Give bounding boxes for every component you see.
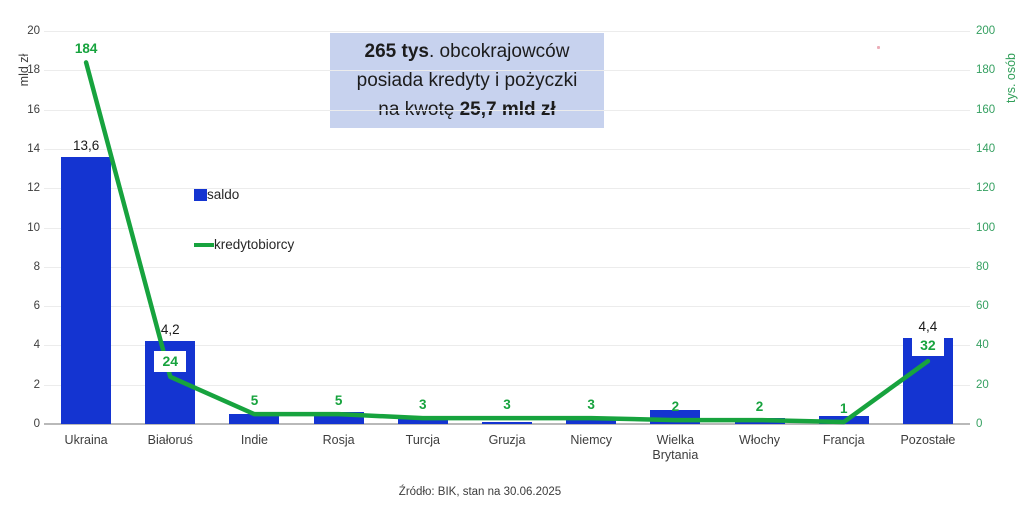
right-axis-tick: 100 (976, 221, 996, 234)
right-axis-tick: 140 (976, 142, 996, 155)
category-label: Turcja (405, 433, 440, 447)
right-axis-tick: 40 (976, 339, 989, 352)
right-axis-tick: 20 (976, 378, 989, 391)
saldo-swatch-icon (194, 188, 207, 201)
category-label: Ukraina (64, 433, 108, 447)
bar-saldo (313, 412, 364, 424)
source-note: Źródło: BIK, stan na 30.06.2025 (398, 486, 562, 498)
right-axis-tick: 0 (976, 418, 983, 430)
left-axis-tick: 14 (27, 142, 40, 155)
category-label: Francja (822, 433, 865, 447)
legend-item-saldo: saldo (194, 187, 294, 202)
line-value-label-boxed: 24 (154, 350, 187, 372)
gridline (44, 188, 970, 190)
bar-saldo (61, 156, 112, 424)
line-value-label: 5 (334, 393, 343, 409)
bar-saldo (482, 422, 532, 424)
bar-saldo (734, 418, 785, 424)
category-label: Niemcy (570, 433, 612, 447)
gridline (44, 227, 970, 229)
category-label: Wielka Brytania (652, 433, 699, 462)
right-axis-tick: 60 (976, 300, 989, 313)
line-value-label: 3 (503, 397, 511, 413)
left-axis-tick: 0 (33, 418, 40, 430)
kredytobiorcy-swatch-icon (194, 242, 214, 247)
gridline (44, 31, 970, 32)
annotation-text-1: . obcokrajowców (429, 41, 570, 62)
category-label: Rosja (322, 433, 355, 447)
bar-saldo (397, 418, 448, 424)
gridline (44, 306, 970, 308)
gridline (44, 109, 970, 111)
left-axis-tick: 16 (27, 103, 40, 116)
line-value-label: 3 (587, 397, 595, 413)
category-label: Gruzja (488, 433, 526, 447)
bar-value-label: 4,4 (918, 318, 938, 334)
line-value-label: 2 (755, 399, 764, 415)
bar-saldo (566, 418, 617, 424)
legend-label-saldo: saldo (207, 187, 240, 202)
bar-saldo (818, 416, 869, 424)
line-value-label-boxed: 32 (911, 335, 944, 357)
category-label: Pozostałe (900, 433, 956, 447)
left-axis-tick: 6 (33, 300, 40, 313)
artifact-dot (877, 46, 880, 49)
bar-value-label: 13,6 (72, 137, 100, 153)
right-axis-tick: 200 (976, 25, 996, 37)
line-value-label: 2 (671, 399, 680, 415)
line-value-label: 3 (419, 397, 427, 413)
category-label: Indie (240, 433, 268, 447)
bar-value-label: 4,2 (160, 322, 180, 338)
left-axis-tick: 20 (27, 25, 40, 37)
right-axis-tick: 180 (976, 64, 996, 77)
right-axis-tick: 80 (976, 260, 989, 273)
gridline (44, 266, 970, 268)
line-value-label: 1 (839, 401, 848, 417)
line-value-label: 5 (250, 393, 259, 409)
right-axis-tick: 120 (976, 182, 996, 195)
annotation-line-1: 265 tys. obcokrajowców (365, 37, 570, 66)
annotation-bold-1: 265 tys (364, 41, 429, 62)
left-axis-tick: 4 (33, 339, 40, 352)
legend-item-kredytobiorcy: kredytobiorcy (194, 237, 294, 252)
category-label: Białoruś (147, 433, 193, 447)
left-axis-tick: 8 (33, 260, 40, 273)
left-axis-tick: 18 (27, 64, 40, 77)
annotation-box: 265 tys. obcokrajowców posiada kredyty i… (330, 33, 604, 128)
bar-saldo (229, 414, 280, 424)
legend-label-kredytobiorcy: kredytobiorcy (214, 237, 295, 252)
gridline (44, 70, 970, 72)
left-axis-tick: 2 (33, 378, 40, 391)
line-value-label: 184 (74, 41, 98, 57)
gridline (44, 148, 970, 150)
legend: saldo kredytobiorcy (194, 187, 294, 252)
left-axis-tick: 12 (27, 182, 40, 195)
left-axis-tick: 10 (27, 221, 40, 234)
right-axis-tick: 160 (976, 103, 996, 116)
category-label: Włochy (739, 433, 781, 447)
